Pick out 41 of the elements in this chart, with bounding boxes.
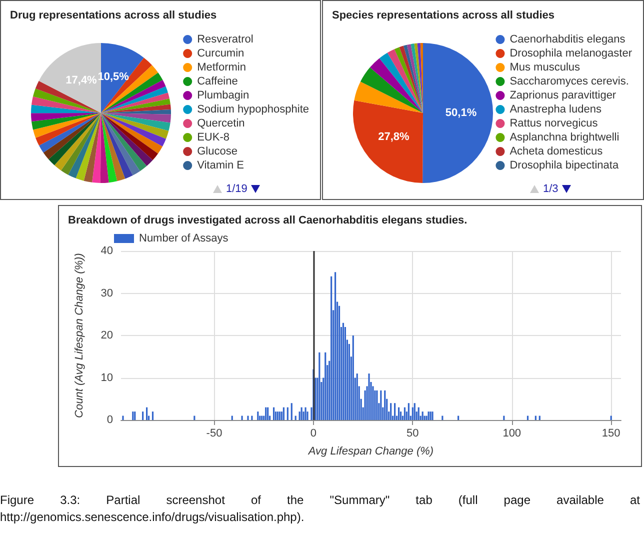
legend-label: Caffeine [197,76,238,88]
legend-label: Metformin [197,62,246,74]
legend-label: Caenorhabditis elegans [510,34,626,46]
y-tick-label: 40 [100,245,113,257]
x-tick-label: 100 [502,428,522,440]
y-tick-label: 20 [100,330,113,342]
text: Drug representations across all studies [10,10,217,22]
data-label: 27,8% [378,131,410,144]
data-label: 50,1% [445,107,477,120]
x-axis-title: Avg Lifespan Change (%) [307,446,434,458]
legend-label: Plumbagin [197,90,250,102]
legend-label: Resveratrol [197,34,254,46]
y-axis-title: Count (Avg Lifespan Change (%)) [74,252,86,418]
legend-label: Anastrepha ludens [510,104,602,116]
legend-label: Vitamin E [197,160,244,172]
legend-label: Glucose [197,146,238,158]
legend-label: Saccharomyces cerevis. [510,76,629,88]
legend-label: Quercetin [197,118,245,130]
legend-label: Rattus norvegicus [510,118,598,130]
text: Species representations across all studies [332,10,555,22]
legend-label: Zaprionus paravittiger [510,90,616,102]
x-tick-label: -50 [206,428,222,440]
legend-label: Asplanchna brightwelli [510,132,620,144]
legend-label: Acheta domesticus [510,146,604,158]
y-tick-label: 10 [100,372,113,384]
text: 1/19 [226,183,248,195]
y-tick-label: 30 [100,287,113,300]
legend-label: Sodium hypophosphite [197,104,310,116]
legend-label: EUK-8 [197,132,230,144]
legend-label: Curcumin [197,48,244,60]
legend-label: Drosophila melanogaster [510,48,632,60]
caption: Figure 3.3: Partial screenshot of the "Summary" tab (full page available at http://genomics.senescence.info/drugs/visualisation.php). [0,492,640,526]
legend-label: Mus musculus [510,62,581,74]
text: 1/3 [543,183,558,195]
legend-label: Drosophila bipectinata [510,160,620,172]
chart-title: Breakdown of drugs investigated across all Caenorhabditis elegans studies. [68,214,468,226]
y-tick-label: 0 [106,414,113,426]
x-tick-label: 150 [602,428,620,440]
x-tick-label: 0 [310,428,317,440]
x-tick-label: 50 [406,428,419,440]
legend-label: Number of Assays [139,232,229,244]
